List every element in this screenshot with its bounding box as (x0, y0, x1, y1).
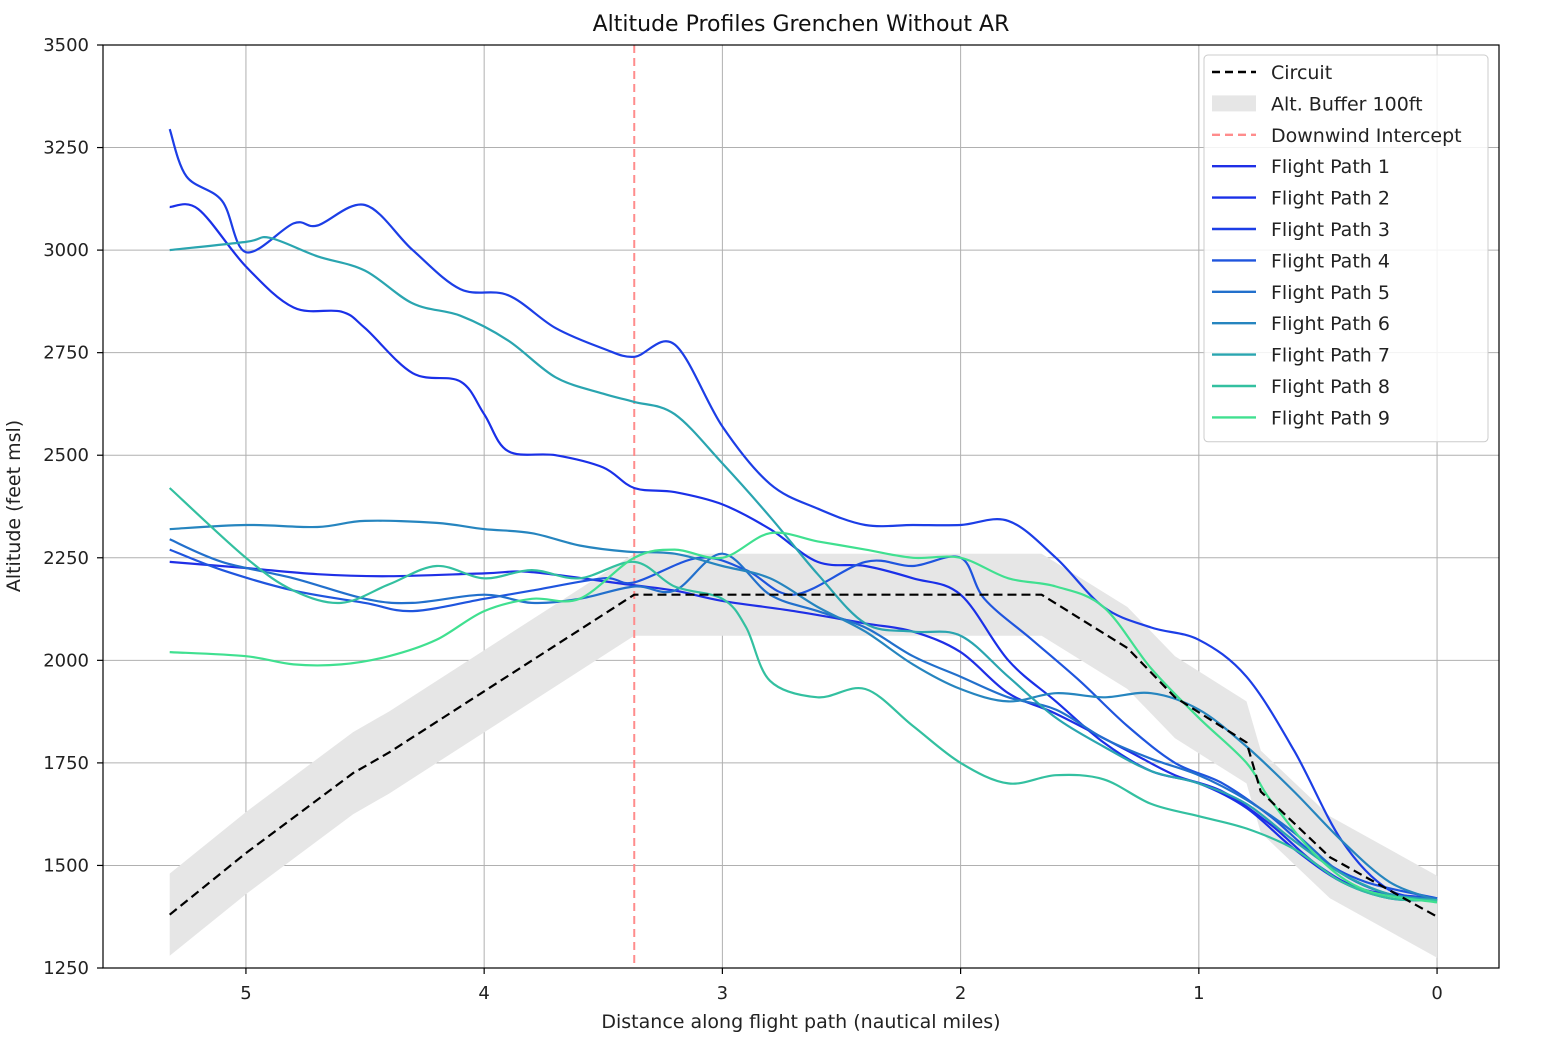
legend-swatch (1212, 95, 1256, 112)
circuit-line (169, 593, 1438, 918)
x-axis-label: Distance along flight path (nautical mil… (601, 1011, 1000, 1033)
circuit-layer (169, 593, 1438, 918)
series-line-flight-path-8 (168, 487, 1438, 902)
plot-frame (102, 44, 1500, 969)
x-tick-label: 5 (240, 983, 251, 1004)
legend-label: Flight Path 2 (1271, 188, 1390, 210)
y-tick-label: 1500 (43, 855, 89, 876)
y-tick-label: 2750 (43, 343, 89, 364)
series-line-flight-path-7 (169, 236, 1438, 902)
x-tick-label: 4 (478, 983, 489, 1004)
series-layer (168, 128, 1438, 904)
legend-label: Flight Path 8 (1271, 376, 1390, 398)
x-tick-label: 1 (1193, 983, 1204, 1004)
legend-label: Alt. Buffer 100ft (1271, 93, 1423, 115)
legend: Circuit Alt. Buffer 100ft Downwind Interce… (1203, 54, 1489, 443)
y-tick-label: 3500 (43, 35, 89, 56)
y-tick-label: 3250 (43, 138, 89, 159)
legend-label: Downwind Intercept (1271, 125, 1462, 147)
chart-title: Altitude Profiles Grenchen Without AR (593, 12, 1010, 37)
legend-label: Flight Path 5 (1271, 282, 1390, 304)
x-tick-label: 3 (717, 983, 728, 1004)
legend-label: Flight Path 1 (1271, 156, 1390, 178)
legend-label: Flight Path 7 (1271, 345, 1390, 367)
y-tick-label: 1250 (43, 958, 89, 979)
y-tick-label: 2250 (43, 548, 89, 569)
series-line-flight-path-5 (169, 538, 1438, 900)
altitude-buffer-band (169, 553, 1438, 958)
altitude-buffer-layer (169, 553, 1438, 958)
series-line-flight-path-4 (169, 548, 1438, 900)
y-tick-label: 3000 (43, 240, 89, 261)
x-axis-ticks: 5 4 3 2 1 0 (240, 968, 1443, 1004)
series-line-flight-path-3 (168, 128, 1438, 900)
y-tick-label: 2500 (43, 445, 89, 466)
legend-box (1203, 54, 1489, 443)
legend-label: Flight Path 6 (1271, 313, 1390, 335)
legend-label: Flight Path 9 (1271, 407, 1390, 429)
series-line-flight-path-9 (169, 531, 1438, 904)
series-line-flight-path-1 (169, 560, 1438, 900)
legend-label: Flight Path 3 (1271, 219, 1390, 241)
series-line-flight-path-6 (169, 519, 1438, 902)
legend-label: Circuit (1271, 62, 1332, 84)
legend-label: Flight Path 4 (1271, 250, 1390, 272)
y-tick-label: 1750 (43, 753, 89, 774)
x-tick-label: 0 (1431, 983, 1442, 1004)
y-axis-label: Altitude (feet msl) (3, 420, 25, 592)
y-tick-label: 2000 (43, 650, 89, 671)
x-tick-label: 2 (955, 983, 966, 1004)
y-axis-ticks: 1250 1500 1750 2000 2250 2500 2750 3000 3250 3500 (43, 35, 103, 979)
